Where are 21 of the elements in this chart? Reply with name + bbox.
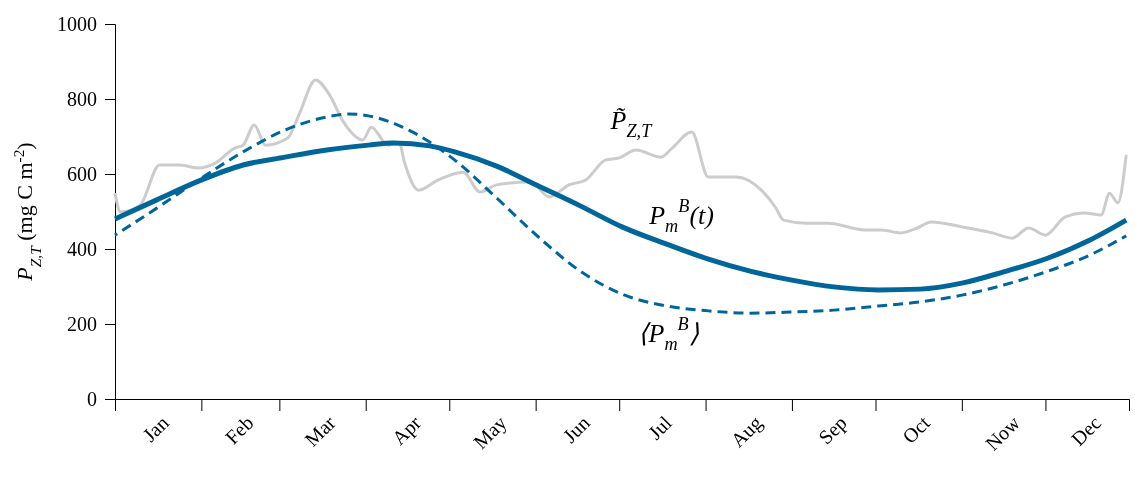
x-tick-label: Jun bbox=[558, 411, 594, 447]
y-tick-label: 1000 bbox=[57, 12, 97, 35]
x-tick-label: Oct bbox=[898, 411, 935, 448]
x-tick-label: Jan bbox=[138, 411, 173, 446]
y-tick-label: 200 bbox=[67, 312, 97, 335]
x-tick-label: Apr bbox=[387, 411, 427, 450]
x-tick-label: Dec bbox=[1066, 411, 1106, 450]
series-label: P̃$_{Z,T}$ bbox=[609, 105, 654, 142]
x-tick-label: Jul bbox=[643, 411, 677, 444]
series-label: P$_{m}$$^{B}$(t) bbox=[648, 196, 714, 237]
x-tick-label: Feb bbox=[220, 411, 258, 449]
x-tick-label: Mar bbox=[300, 411, 340, 451]
series-label: ⟨P$_{m}$$^{B}$⟩ bbox=[638, 314, 699, 355]
y-tick-label: 800 bbox=[67, 87, 97, 110]
x-tick-label: Now bbox=[980, 411, 1025, 455]
y-tick-label: 400 bbox=[67, 237, 97, 260]
x-tick-label: May bbox=[469, 411, 512, 454]
y-tick-label: 600 bbox=[67, 162, 97, 185]
y-tick-label: 0 bbox=[87, 387, 97, 410]
x-tick-label: Aug bbox=[726, 411, 767, 453]
x-tick-label: Sep bbox=[814, 411, 852, 450]
